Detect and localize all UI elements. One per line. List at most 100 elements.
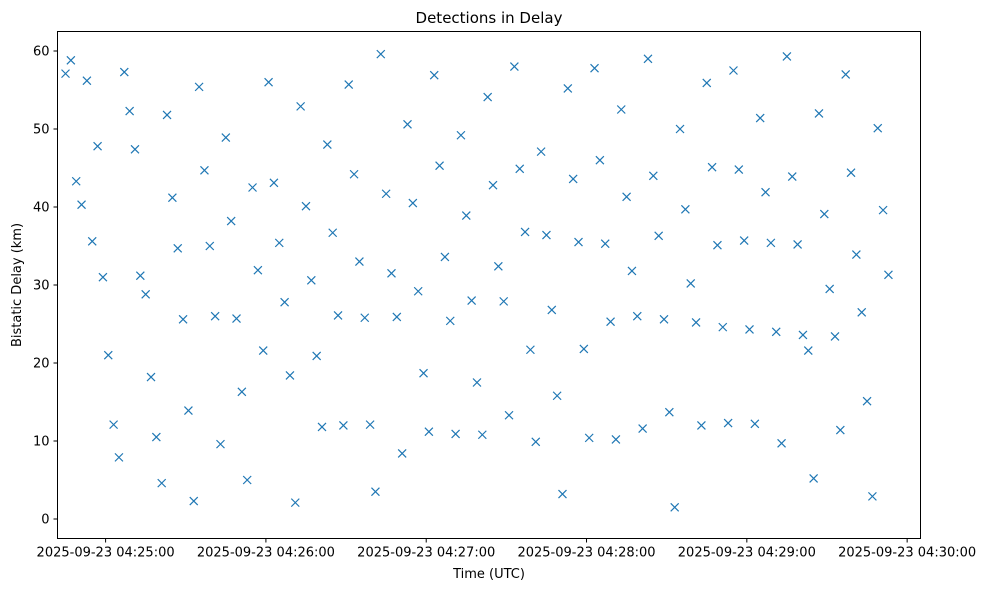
data-point <box>734 165 744 174</box>
data-point <box>146 372 156 382</box>
data-point <box>258 346 268 355</box>
x-tick-label: 2025-09-23 04:28:00 <box>517 546 655 561</box>
x-tick-label: 2025-09-23 04:25:00 <box>37 546 175 561</box>
data-point <box>472 378 482 387</box>
data-point <box>296 101 306 111</box>
data-point <box>686 279 696 288</box>
data-point <box>280 297 290 307</box>
data-point <box>499 296 509 306</box>
data-point <box>167 193 177 203</box>
data-point <box>611 435 621 444</box>
data-point <box>253 265 263 275</box>
data-point <box>301 201 311 211</box>
data-point <box>306 275 316 285</box>
data-point <box>584 433 594 443</box>
data-point <box>787 172 797 182</box>
data-point <box>242 475 252 485</box>
data-point <box>590 63 599 73</box>
data-point <box>483 92 493 102</box>
data-point <box>600 239 610 249</box>
data-point <box>93 141 103 151</box>
data-point <box>643 54 653 64</box>
data-point <box>82 76 92 86</box>
data-point <box>354 257 364 267</box>
y-tick-label: 30 <box>33 279 50 294</box>
data-point <box>237 387 247 397</box>
data-point <box>579 344 589 354</box>
y-tick-label: 50 <box>33 123 50 138</box>
data-point <box>173 243 183 253</box>
data-point <box>873 123 883 133</box>
data-point <box>61 69 70 79</box>
data-point <box>456 130 466 140</box>
data-point <box>638 424 648 433</box>
data-point <box>151 432 161 442</box>
data-point <box>349 169 359 179</box>
chart-title: Detections in Delay <box>416 9 563 27</box>
data-point <box>622 192 632 202</box>
data-point <box>846 168 856 178</box>
x-axis-label: Time (UTC) <box>452 567 525 582</box>
data-point <box>606 317 615 327</box>
data-point <box>477 430 487 440</box>
data-point <box>552 391 562 401</box>
data-point <box>841 69 851 79</box>
data-point <box>509 62 519 72</box>
y-tick-label: 40 <box>33 201 50 216</box>
data-point <box>194 82 204 92</box>
data-point <box>884 270 893 280</box>
data-point <box>440 252 450 262</box>
data-point <box>232 314 241 323</box>
data-point <box>595 155 605 165</box>
y-tick-label: 20 <box>33 357 50 372</box>
data-point <box>830 332 840 341</box>
data-point <box>771 327 781 337</box>
data-point <box>814 108 824 118</box>
data-point <box>103 350 113 360</box>
data-point <box>285 371 295 380</box>
y-axis: 0 10 20 30 40 50 60 <box>33 45 58 528</box>
data-point <box>616 105 626 114</box>
data-point <box>365 420 375 430</box>
data-point <box>664 407 674 417</box>
x-tick-label: 2025-09-23 04:27:00 <box>357 546 495 561</box>
y-tick-label: 10 <box>33 435 50 450</box>
data-point <box>322 140 332 150</box>
data-point <box>376 49 386 59</box>
data-point <box>568 174 578 184</box>
data-point <box>226 216 236 226</box>
data-point <box>675 124 685 134</box>
data-point <box>451 429 461 439</box>
data-point <box>696 420 706 430</box>
data-point <box>467 296 477 306</box>
data-point <box>707 162 717 172</box>
data-point <box>445 316 455 326</box>
data-point <box>333 310 343 320</box>
data-point <box>745 325 754 334</box>
data-point <box>520 227 530 237</box>
data-point <box>632 311 642 321</box>
data-point <box>729 66 738 75</box>
data-point <box>360 313 370 323</box>
data-point <box>317 422 327 432</box>
data-point <box>429 70 439 80</box>
data-point <box>328 228 338 238</box>
data-point <box>558 489 567 499</box>
data-point <box>761 187 770 197</box>
data-point <box>205 241 215 251</box>
x-tick-label: 2025-09-23 04:29:00 <box>678 546 816 561</box>
data-point <box>381 189 391 199</box>
data-point <box>536 147 546 157</box>
data-point <box>766 238 776 248</box>
x-tick-label: 2025-09-23 04:30:00 <box>838 546 976 561</box>
data-point <box>750 419 760 429</box>
data-point <box>125 106 135 116</box>
data-point <box>461 211 471 221</box>
data-point <box>867 491 877 501</box>
y-axis-label: Bistatic Delay (km) <box>10 223 25 347</box>
data-point <box>109 420 119 430</box>
data-point <box>344 80 354 89</box>
data-point <box>178 314 188 324</box>
